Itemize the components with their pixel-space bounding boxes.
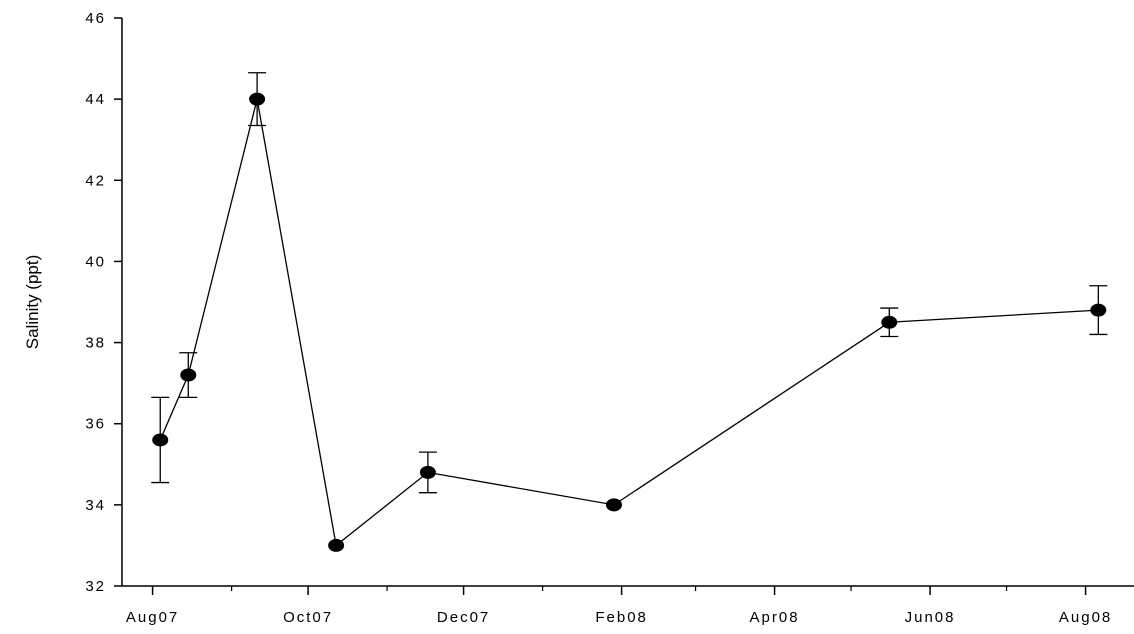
x-tick-label: Jun08 [905, 609, 956, 626]
y-tick-label: 32 [85, 578, 106, 595]
data-point [152, 433, 169, 447]
data-point [249, 92, 266, 106]
y-tick-label: 36 [85, 416, 106, 433]
x-tick-label: Apr08 [750, 609, 800, 626]
x-tick-label: Dec07 [437, 609, 490, 626]
series-line [159, 98, 1099, 547]
x-tick-label: Oct07 [283, 609, 333, 626]
x-tick-label: Aug08 [1059, 609, 1112, 626]
x-tick-label: Feb08 [595, 609, 648, 626]
y-tick-label: 46 [85, 10, 106, 27]
x-axis-ticks: Aug07 Oct07 Dec07 Feb08 Apr08 Jun08 Aug08 [126, 586, 1112, 626]
data-point [605, 498, 622, 512]
y-tick-label: 34 [85, 497, 106, 514]
y-axis-title: Salinity (ppt) [23, 255, 42, 349]
y-tick-label: 44 [85, 91, 106, 108]
data-point [328, 538, 345, 552]
data-point [1090, 303, 1107, 317]
y-tick-label: 42 [85, 172, 106, 189]
axes [121, 18, 1134, 587]
y-axis-ticks: 32 34 36 38 40 42 44 46 [85, 10, 122, 595]
y-tick-label: 38 [85, 335, 106, 352]
data-point [180, 368, 197, 382]
x-tick-label: Aug07 [126, 609, 179, 626]
y-tick-label: 40 [85, 253, 106, 270]
data-point [419, 465, 436, 479]
data-series [151, 72, 1108, 552]
data-point [881, 315, 898, 329]
